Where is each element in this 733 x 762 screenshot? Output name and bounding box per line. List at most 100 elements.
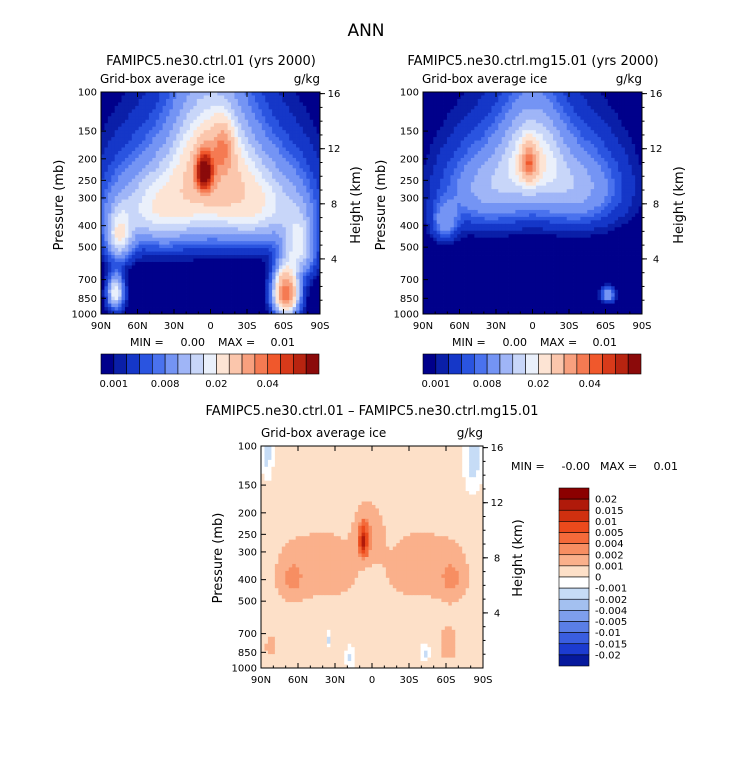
field-cell xyxy=(302,307,307,311)
field-cell xyxy=(614,102,619,107)
field-cell xyxy=(210,150,215,155)
field-cell xyxy=(145,216,150,221)
field-cell xyxy=(124,296,129,301)
field-cell xyxy=(453,92,458,96)
field-cell xyxy=(316,185,321,190)
field-cell xyxy=(114,164,119,169)
field-cell xyxy=(128,109,133,114)
field-cell xyxy=(429,112,434,117)
field-cell xyxy=(429,133,434,138)
field-cell xyxy=(172,116,177,121)
field-cell xyxy=(213,123,218,128)
field-cell xyxy=(196,206,201,211)
field-cell xyxy=(285,171,290,176)
field-cell xyxy=(467,105,472,110)
field-cell xyxy=(265,296,270,301)
field-cell xyxy=(607,109,612,114)
field-cell xyxy=(166,126,170,131)
field-cell xyxy=(121,216,126,221)
field-cell xyxy=(193,98,198,103)
field-cell xyxy=(265,185,270,190)
field-cell xyxy=(234,130,239,135)
field-cell xyxy=(580,105,585,110)
field-cell xyxy=(138,279,143,284)
field-cell xyxy=(248,203,252,207)
field-cell xyxy=(213,310,218,315)
field-cell xyxy=(227,116,232,121)
field-cell xyxy=(237,192,242,197)
field-cell xyxy=(467,109,472,114)
field-cell xyxy=(155,216,160,221)
field-cell xyxy=(200,102,205,107)
field-cell xyxy=(299,196,304,200)
field-cell xyxy=(302,189,307,193)
field-cell xyxy=(272,189,276,193)
field-cell xyxy=(207,92,211,96)
field-cell xyxy=(251,147,256,152)
field-cell xyxy=(128,303,133,308)
y-tick-label: 150 xyxy=(78,127,97,138)
field-cell xyxy=(142,206,146,211)
field-cell xyxy=(227,209,232,214)
field-cell xyxy=(193,293,198,298)
field-cell xyxy=(148,244,153,249)
field-cell xyxy=(241,220,246,225)
field-cell xyxy=(529,116,533,121)
colorbar-swatch xyxy=(267,353,281,375)
field-cell xyxy=(104,258,109,263)
field-cell xyxy=(594,92,598,96)
field-cell xyxy=(244,234,249,239)
field-cell xyxy=(241,310,246,315)
field-cell xyxy=(261,102,266,107)
field-cell xyxy=(275,216,280,221)
field-cell xyxy=(254,175,259,180)
field-cell xyxy=(172,168,177,173)
field-cell xyxy=(101,258,105,263)
field-cell xyxy=(316,168,321,173)
field-cell xyxy=(251,244,256,249)
field-cell xyxy=(306,185,311,190)
field-cell xyxy=(155,307,160,311)
field-cell xyxy=(213,268,218,273)
field-cell xyxy=(244,154,249,159)
field-cell xyxy=(227,216,232,221)
field-cell xyxy=(261,109,266,114)
field-cell xyxy=(272,251,276,256)
field-cell xyxy=(275,286,280,291)
y-right-tick-label: 4 xyxy=(331,254,337,265)
field-cell xyxy=(539,112,544,117)
field-cell xyxy=(590,119,595,124)
field-cell xyxy=(261,171,266,176)
field-cell xyxy=(128,206,133,211)
field-cell xyxy=(142,255,146,259)
field-cell xyxy=(299,300,304,304)
field-cell xyxy=(244,282,249,287)
field-cell xyxy=(207,154,211,159)
field-cell xyxy=(275,144,280,148)
field-cell xyxy=(152,109,157,114)
field-cell xyxy=(148,171,153,176)
field-cell xyxy=(618,119,622,124)
field-cell xyxy=(254,265,259,270)
field-cell xyxy=(159,241,163,246)
field-cell xyxy=(272,223,276,228)
field-cell xyxy=(563,95,568,100)
field-cell xyxy=(234,178,239,183)
field-cell xyxy=(251,296,256,301)
field-cell xyxy=(289,251,294,256)
field-cell xyxy=(440,102,444,107)
field-cell xyxy=(241,275,246,280)
field-cell xyxy=(289,216,294,221)
field-cell xyxy=(162,112,167,117)
field-cell xyxy=(313,123,317,128)
field-cell xyxy=(522,102,527,107)
field-cell xyxy=(114,137,119,141)
field-cell xyxy=(597,102,602,107)
field-cell xyxy=(265,98,270,103)
field-cell xyxy=(570,112,574,117)
field-cell xyxy=(176,95,181,100)
field-cell xyxy=(162,241,167,246)
field-cell xyxy=(450,130,455,135)
field-cell xyxy=(309,265,314,270)
field-cell xyxy=(224,130,229,135)
